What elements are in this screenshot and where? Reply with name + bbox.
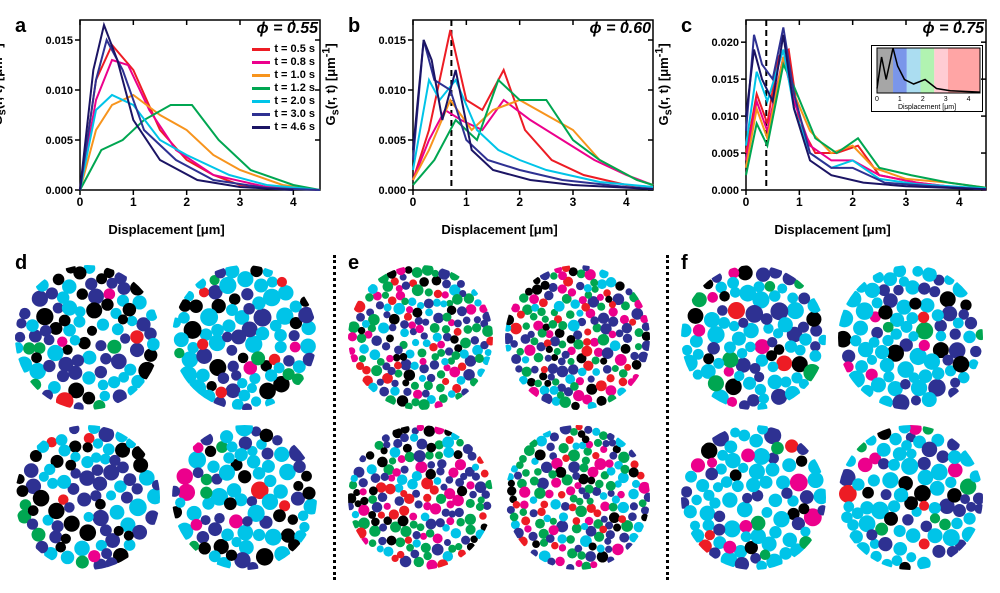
legend-item: t = 0.5 s — [252, 43, 315, 55]
svg-text:0.010: 0.010 — [378, 85, 406, 97]
particle-circle — [838, 265, 983, 410]
chart-b-svg: 0 1 2 3 4 0.000 0.005 0.010 0.015 — [378, 15, 658, 215]
particle-circle — [505, 425, 650, 570]
y-axis-label: Gs(r, t) [μm-1] — [0, 43, 8, 125]
panel-a: a ϕ = 0.55 t = 0.5 st = 0.8 st = 1.0 st … — [0, 10, 333, 245]
top-row: a ϕ = 0.55 t = 0.5 st = 0.8 st = 1.0 st … — [0, 10, 1000, 245]
legend-item: t = 1.0 s — [252, 69, 315, 81]
svg-text:0.015: 0.015 — [711, 74, 739, 86]
x-axis-label: Displacement [μm] — [441, 222, 557, 237]
svg-text:0.005: 0.005 — [45, 135, 73, 147]
particle-circle — [172, 425, 317, 570]
x-axis-label: Displacement [μm] — [774, 222, 890, 237]
panel-label-a: a — [15, 15, 26, 38]
particle-circle — [505, 265, 650, 410]
svg-text:1: 1 — [130, 195, 137, 209]
panel-f: f — [666, 250, 999, 585]
legend-item: t = 2.0 s — [252, 95, 315, 107]
particle-circle — [15, 425, 160, 570]
svg-text:4: 4 — [956, 195, 963, 209]
svg-text:3: 3 — [944, 96, 948, 103]
particle-circle — [681, 265, 826, 410]
inset-svg: 0 1 2 3 4 Displacement [μm] — [872, 46, 982, 111]
legend-item: t = 1.2 s — [252, 82, 315, 94]
svg-text:2: 2 — [849, 195, 856, 209]
svg-text:0.015: 0.015 — [378, 35, 406, 47]
svg-text:0.005: 0.005 — [711, 148, 739, 160]
legend-item: t = 0.8 s — [252, 56, 315, 68]
svg-text:0: 0 — [875, 96, 879, 103]
legend: t = 0.5 st = 0.8 st = 1.0 st = 1.2 st = … — [252, 42, 315, 134]
svg-text:0.000: 0.000 — [711, 185, 739, 197]
svg-text:3: 3 — [903, 195, 910, 209]
svg-text:2: 2 — [183, 195, 190, 209]
x-axis-label: Displacement [μm] — [108, 222, 224, 237]
svg-text:4: 4 — [623, 195, 630, 209]
particle-circle — [681, 425, 826, 570]
svg-text:0: 0 — [410, 195, 417, 209]
panel-label-e: e — [348, 252, 359, 275]
svg-text:1: 1 — [463, 195, 470, 209]
y-axis-label: Gs(r, t) [μm-1] — [654, 43, 675, 125]
legend-item: t = 3.0 s — [252, 108, 315, 120]
particle-circle — [15, 265, 160, 410]
svg-text:Displacement [μm]: Displacement [μm] — [898, 104, 956, 111]
panel-label-c: c — [681, 15, 692, 38]
svg-text:1: 1 — [898, 96, 902, 103]
panel-e: e — [333, 250, 666, 585]
svg-text:0: 0 — [743, 195, 750, 209]
y-axis-label: Gs(r, t) [μm-1] — [321, 43, 342, 125]
svg-text:0.010: 0.010 — [45, 85, 73, 97]
phi-label-c: ϕ = 0.75 — [923, 20, 985, 38]
panel-c: c ϕ = 0.75 Gs(r, t) [μm-1] 012340.0000.0… — [666, 10, 999, 245]
svg-text:2: 2 — [516, 195, 523, 209]
panel-label-b: b — [348, 15, 360, 38]
panel-label-f: f — [681, 252, 688, 275]
panel-b: b ϕ = 0.60 Gs(r, t) [μm-1] 012340.0000.0… — [333, 10, 666, 245]
particle-circle — [348, 425, 493, 570]
phi-label-a: ϕ = 0.55 — [257, 20, 319, 38]
legend-item: t = 4.6 s — [252, 121, 315, 133]
svg-text:2: 2 — [921, 96, 925, 103]
phi-label-b: ϕ = 0.60 — [590, 20, 652, 38]
svg-text:4: 4 — [290, 195, 297, 209]
svg-text:3: 3 — [570, 195, 577, 209]
inset-chart: 0 1 2 3 4 Displacement [μm] — [871, 45, 983, 112]
svg-text:0: 0 — [77, 195, 84, 209]
particle-circle — [838, 425, 983, 570]
svg-text:0.015: 0.015 — [45, 35, 73, 47]
svg-text:4: 4 — [967, 96, 971, 103]
svg-text:0.020: 0.020 — [711, 37, 739, 49]
svg-text:0.010: 0.010 — [711, 111, 739, 123]
svg-text:0.000: 0.000 — [378, 185, 406, 197]
particle-circle — [172, 265, 317, 410]
svg-text:3: 3 — [237, 195, 244, 209]
svg-text:0.000: 0.000 — [45, 185, 73, 197]
figure-container: a ϕ = 0.55 t = 0.5 st = 0.8 st = 1.0 st … — [0, 0, 1000, 593]
panel-d: d — [0, 250, 333, 585]
svg-text:0.005: 0.005 — [378, 135, 406, 147]
particle-circle — [348, 265, 493, 410]
svg-text:1: 1 — [796, 195, 803, 209]
panel-label-d: d — [15, 252, 27, 275]
bottom-row: d e f — [0, 250, 1000, 585]
